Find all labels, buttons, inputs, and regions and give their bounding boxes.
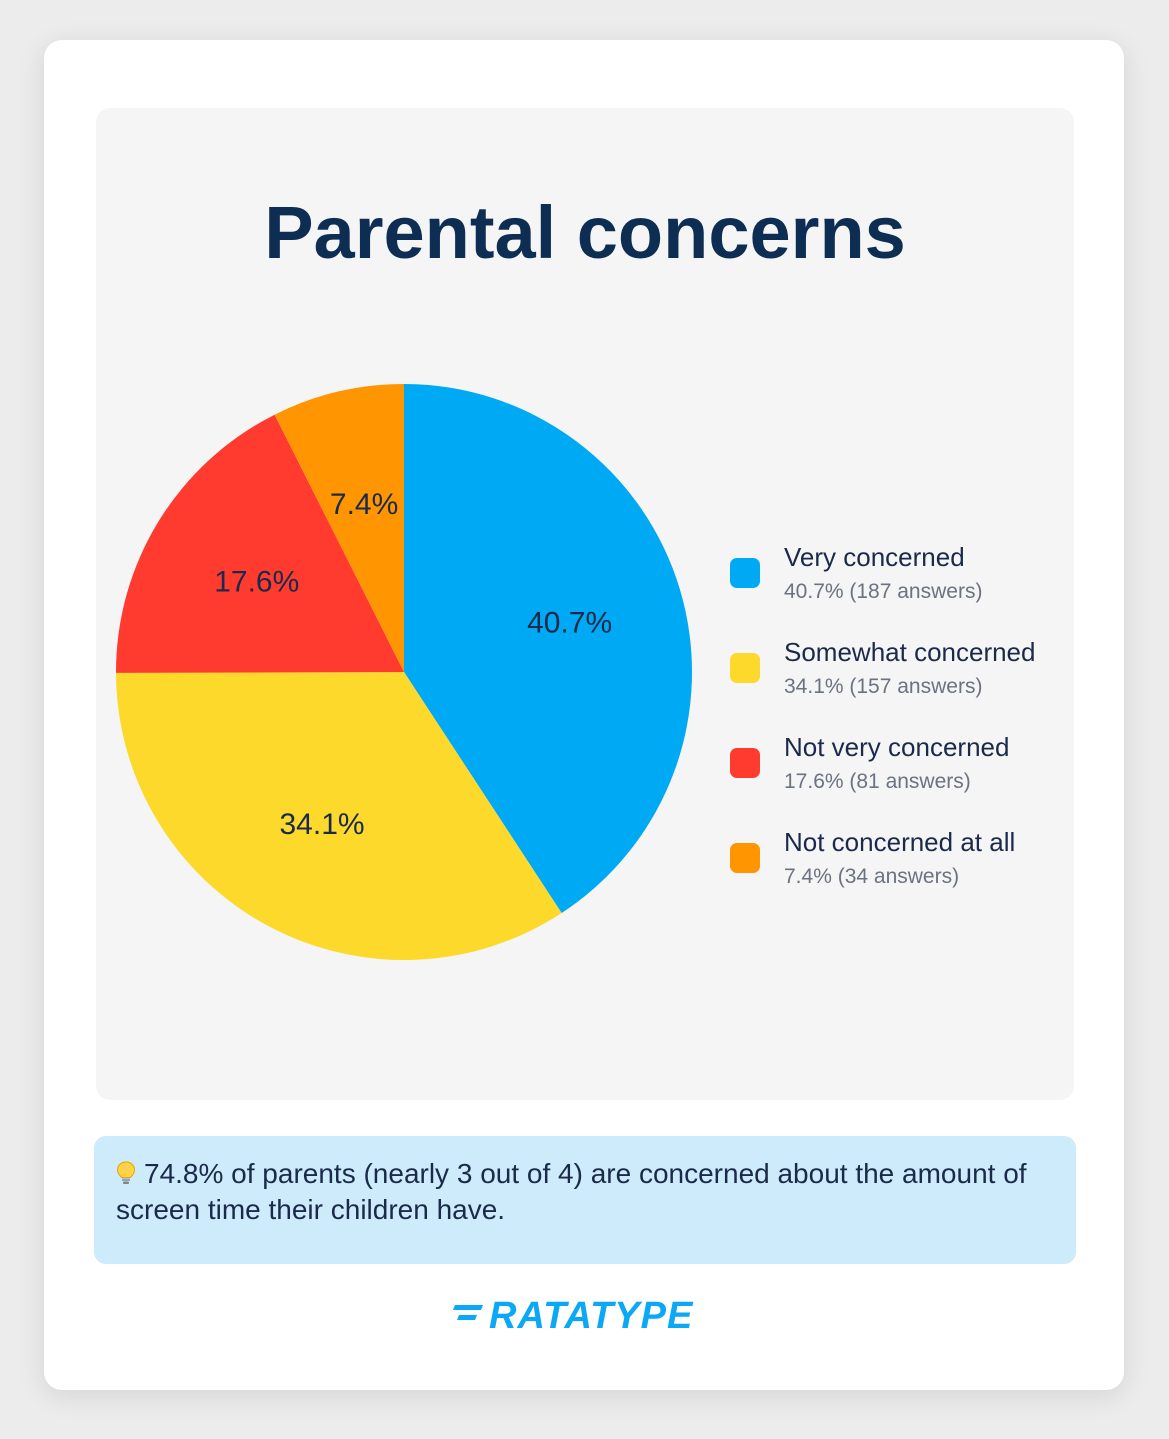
insight-callout: 74.8% of parents (nearly 3 out of 4) are… bbox=[94, 1136, 1076, 1264]
legend-detail: 17.6% (81 answers) bbox=[784, 770, 971, 793]
legend-item-somewhat-concerned: Somewhat concerned 34.1% (157 answers) bbox=[730, 637, 1070, 732]
chart-panel: Parental concerns 40.7% 34.1% 17.6% 7.4% Ve… bbox=[96, 108, 1074, 1100]
lightbulb-icon bbox=[116, 1161, 136, 1184]
pie-slice-label-very-concerned: 40.7% bbox=[527, 607, 612, 640]
pie-slice-label-somewhat-concerned: 34.1% bbox=[279, 808, 364, 841]
pie-slice-label-not-very-concerned: 17.6% bbox=[214, 566, 299, 599]
logo-text: RATATYPE bbox=[489, 1295, 694, 1337]
legend-item-very-concerned: Very concerned 40.7% (187 answers) bbox=[730, 542, 1070, 637]
legend-swatch bbox=[730, 748, 760, 778]
legend-detail: 40.7% (187 answers) bbox=[784, 580, 983, 603]
legend-item-not-very-concerned: Not very concerned 17.6% (81 answers) bbox=[730, 732, 1070, 827]
chart-legend: Very concerned 40.7% (187 answers) Somewha… bbox=[730, 542, 1070, 922]
pie-slice-not-very-concerned bbox=[116, 414, 404, 673]
chart-title: Parental concerns bbox=[264, 191, 906, 274]
legend-swatch bbox=[730, 653, 760, 683]
legend-label: Not very concerned bbox=[784, 732, 1010, 762]
legend-label: Very concerned bbox=[784, 542, 965, 572]
legend-label: Somewhat concerned bbox=[784, 637, 1036, 667]
pie-slice-very-concerned bbox=[404, 384, 693, 914]
legend-detail: 7.4% (34 answers) bbox=[784, 865, 960, 888]
legend-item-not-concerned-at-all: Not concerned at all 7.4% (34 answers) bbox=[730, 827, 1070, 922]
logo-speed-lines-icon bbox=[453, 1305, 483, 1320]
legend-swatch bbox=[730, 558, 760, 588]
insight-text-block: 74.8% of parents (nearly 3 out of 4) are… bbox=[116, 1156, 1046, 1228]
pie-chart: 40.7% 34.1% 17.6% 7.4% bbox=[116, 384, 693, 960]
infographic-card: Parental concerns 40.7% 34.1% 17.6% 7.4% Ve… bbox=[44, 40, 1124, 1390]
pie-slice-not-concerned-at-all bbox=[274, 384, 404, 672]
legend-detail: 34.1% (157 answers) bbox=[784, 675, 983, 698]
pie-slice-somewhat-concerned bbox=[116, 672, 562, 960]
legend-swatch bbox=[730, 843, 760, 873]
pie-slice-label-not-concerned-at-all: 7.4% bbox=[330, 488, 398, 521]
legend-label: Not concerned at all bbox=[784, 827, 1016, 857]
insight-text: 74.8% of parents (nearly 3 out of 4) are… bbox=[116, 1158, 1027, 1225]
